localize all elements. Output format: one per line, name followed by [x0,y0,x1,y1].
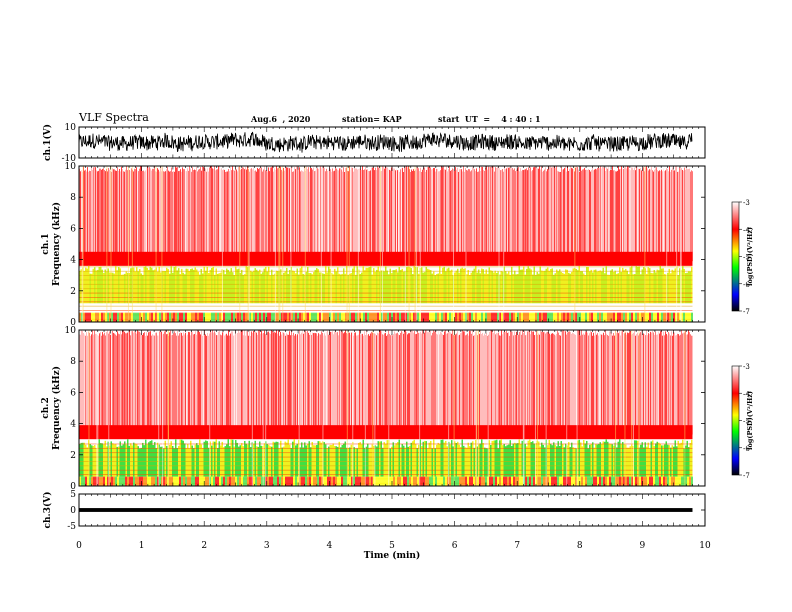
ch1-waveform-panel [78,131,693,153]
x-tick-label: 9 [640,541,646,551]
ch3-ylabel: ch.3(V) [42,492,53,529]
colorbar-tick-label: -7 [743,308,750,316]
x-tick-label: 0 [76,541,82,551]
y-tick-label: 2 [70,451,76,461]
x-axis-label: Time (min) [364,550,421,561]
ch2-spec-ylabel-line1: ch.2 [41,397,51,418]
y-tick-label: 6 [70,224,76,234]
ch3-waveform-panel [79,508,693,512]
y-tick-label: 0 [70,318,76,328]
colorbar-tick-label: -5 [743,254,750,262]
colorbar-tick-label: -6 [743,281,750,289]
y-tick-label: 10 [65,162,77,172]
colorbar-1 [731,201,740,312]
colorbar-tick-label: -3 [743,199,750,207]
y-tick-label: 0 [70,482,76,492]
ch1-spectrogram-panel [79,166,705,322]
date-label: Aug.6 , 2020 [251,114,311,124]
ch2-spec-ylabel-line2: Frequency (kHz) [51,366,62,450]
y-tick-label: 6 [70,388,76,398]
colorbar-tick-label: -3 [743,363,750,371]
x-tick-label: 6 [452,541,458,551]
start-time-label: start UT = 4 : 40 : 1 [438,114,541,124]
y-tick-label: 10 [65,123,77,133]
colorbars-layer: -3 -4 -5 -6 -7 log(PSD)(V²/Hz) -3 -4 -5 -6 -7 log(P… [731,199,754,480]
y-tick-label: 8 [70,193,76,203]
red-band [79,425,693,440]
y-tick-label: 8 [70,357,76,367]
y-tick-label: -10 [62,154,77,164]
colorbar-tick-label: -4 [743,390,750,398]
x-tick-label: 2 [201,541,207,551]
colorbar-label: log(PSD)(V²/Hz) [746,391,754,450]
station-label: station= KAP [342,114,402,124]
ch2-spectrogram-panel [79,330,705,486]
ch1-ylabel: ch.1(V) [42,124,53,161]
x-tick-label: 10 [699,541,711,551]
x-tick-label: 3 [264,541,270,551]
y-tick-label: 2 [70,287,76,297]
figure-title: VLF Spectra [79,111,149,124]
red-band [79,251,693,266]
y-tick-label: 5 [70,490,76,500]
y-tick-label: 10 [65,326,77,336]
x-tick-label: 4 [327,541,333,551]
colorbar-2 [731,365,740,476]
colorbar-tick-label: -7 [743,472,750,480]
y-tick-label: 0 [70,506,76,516]
y-tick-label: 4 [70,256,76,266]
y-tick-label: 4 [70,420,76,430]
colorbar-tick-label: -4 [743,226,750,234]
colorbar-label: log(PSD)(V²/Hz) [746,227,754,286]
x-tick-label: 1 [139,541,145,551]
ch1-spec-ylabel-line1: ch.1 [41,233,51,254]
colorbar-tick-label: -5 [743,418,750,426]
ch1-spec-ylabel-line2: Frequency (kHz) [51,202,62,286]
x-tick-label: 8 [577,541,583,551]
ch3-waveform-band [79,508,693,512]
x-tick-label: 7 [514,541,520,551]
ch1-waveform-trace [78,131,693,153]
colorbar-tick-label: -6 [743,445,750,453]
y-tick-label: -5 [67,522,76,532]
x-tick-label: 5 [389,541,395,551]
